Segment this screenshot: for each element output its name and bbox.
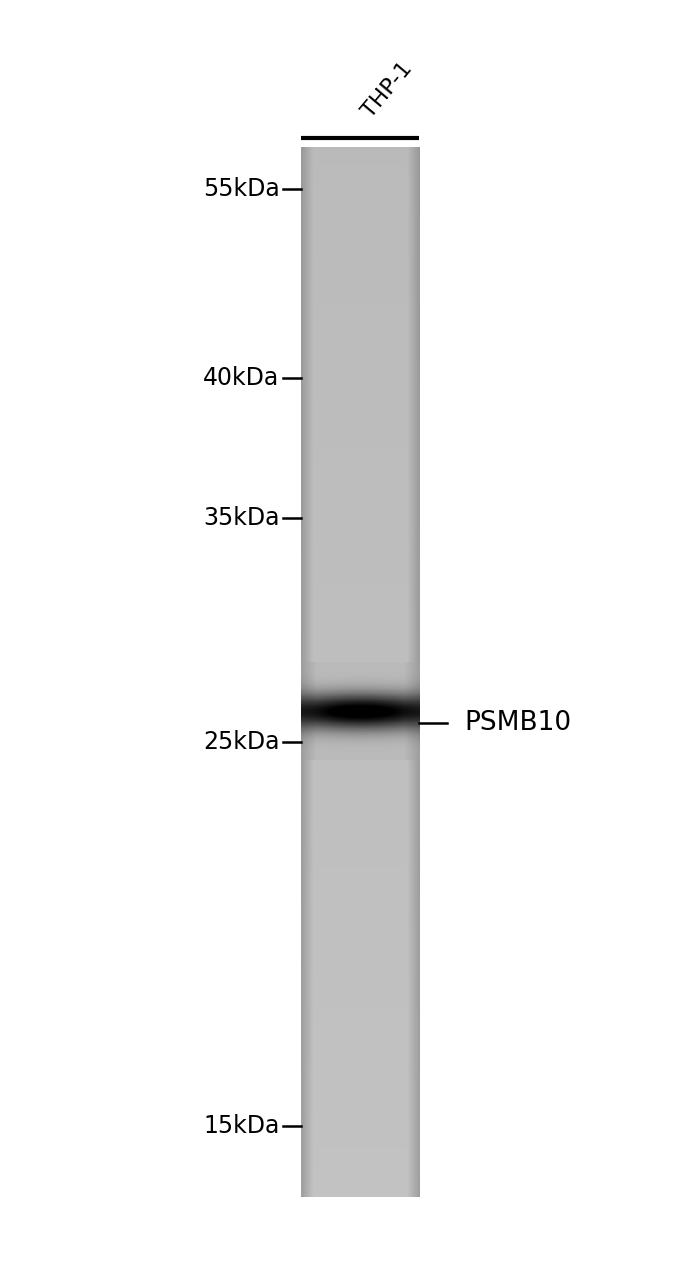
Text: THP-1: THP-1 xyxy=(359,59,416,122)
Text: 15kDa: 15kDa xyxy=(203,1115,280,1138)
Text: 35kDa: 35kDa xyxy=(203,507,280,530)
Text: 25kDa: 25kDa xyxy=(203,731,280,754)
Text: PSMB10: PSMB10 xyxy=(465,710,572,736)
Text: 40kDa: 40kDa xyxy=(203,366,280,389)
Text: 55kDa: 55kDa xyxy=(203,178,280,201)
